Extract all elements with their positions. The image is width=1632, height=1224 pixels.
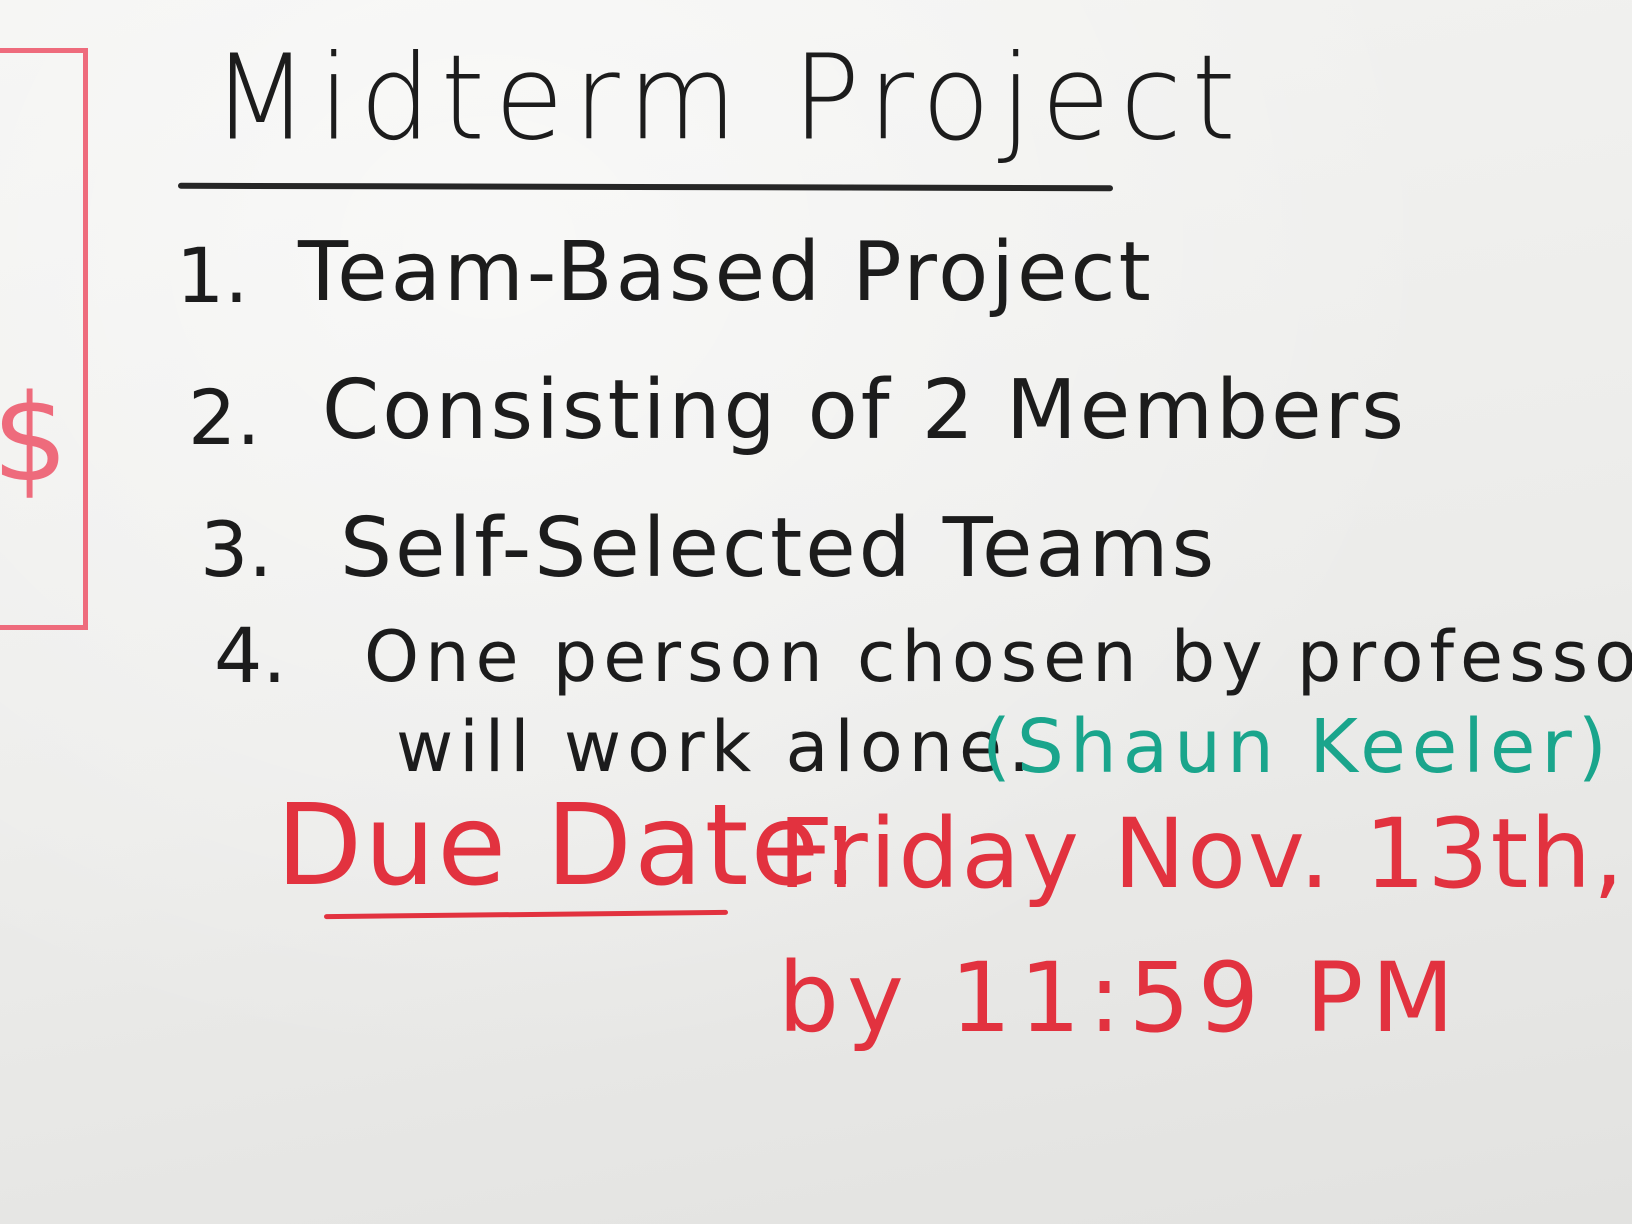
list-item-text-line1: One person chosen by professor [364, 616, 1632, 698]
list-item-number: 3. [200, 505, 273, 594]
list-item-text-line2: will work alone. [396, 706, 1037, 788]
due-time-value: by 11:59 PM [778, 942, 1463, 1054]
list-item-text: Self-Selected Teams [340, 501, 1218, 596]
pink-marker-box [0, 48, 88, 630]
due-date-underline [323, 909, 729, 920]
due-date-label: Due Date: [276, 781, 862, 911]
dollar-sign-icon: $ [0, 370, 69, 509]
list-item-number: 4. [214, 611, 287, 700]
title-underline [177, 182, 1114, 192]
page-title: Midterm Project [212, 30, 1246, 168]
list-item-text: Consisting of 2 Members [322, 363, 1407, 458]
list-item-number: 1. [176, 231, 249, 320]
list-item-number: 2. [188, 373, 261, 462]
list-item-text: Team-Based Project [298, 225, 1154, 320]
person-name-note: (Shaun Keeler) [982, 704, 1613, 790]
due-date-value: Friday Nov. 13th, 2015 [778, 798, 1632, 910]
